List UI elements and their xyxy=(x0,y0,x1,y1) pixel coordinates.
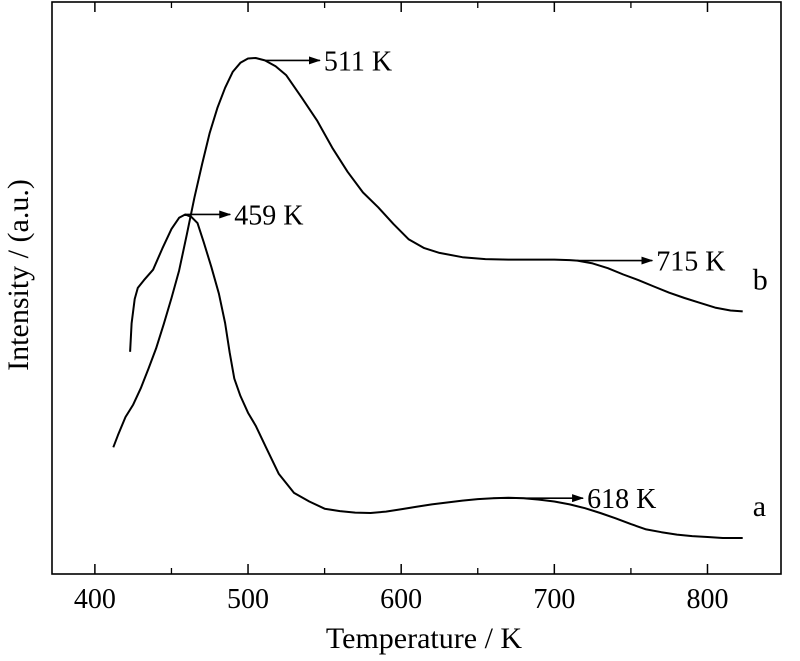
x-tick-label: 500 xyxy=(227,584,269,615)
annotation-label: 618 K xyxy=(587,484,656,515)
x-tick-label: 600 xyxy=(380,584,422,615)
series-label-b: b xyxy=(753,263,768,296)
y-axis-label: Intensity / (a.u.) xyxy=(2,179,35,371)
plot-frame xyxy=(51,1,782,575)
annotation-layer: 459 K 511 K 618 K 715 K xyxy=(185,46,726,515)
x-axis-tick-labels: 400 500 600 700 800 xyxy=(74,584,729,615)
series-layer xyxy=(112,57,743,539)
annotation-label: 459 K xyxy=(234,200,303,231)
x-tick-label: 800 xyxy=(686,584,728,615)
series-labels: ab xyxy=(753,263,768,523)
series-line-a xyxy=(129,213,743,539)
x-axis-label: Temperature / K xyxy=(326,622,522,655)
series-label-a: a xyxy=(753,490,766,523)
annotation-label: 715 K xyxy=(656,247,725,278)
annotation-label: 511 K xyxy=(324,46,392,77)
series-line-b xyxy=(112,57,743,448)
x-axis-ticks xyxy=(94,2,709,574)
x-tick-label: 700 xyxy=(533,584,575,615)
x-tick-label: 400 xyxy=(74,584,116,615)
